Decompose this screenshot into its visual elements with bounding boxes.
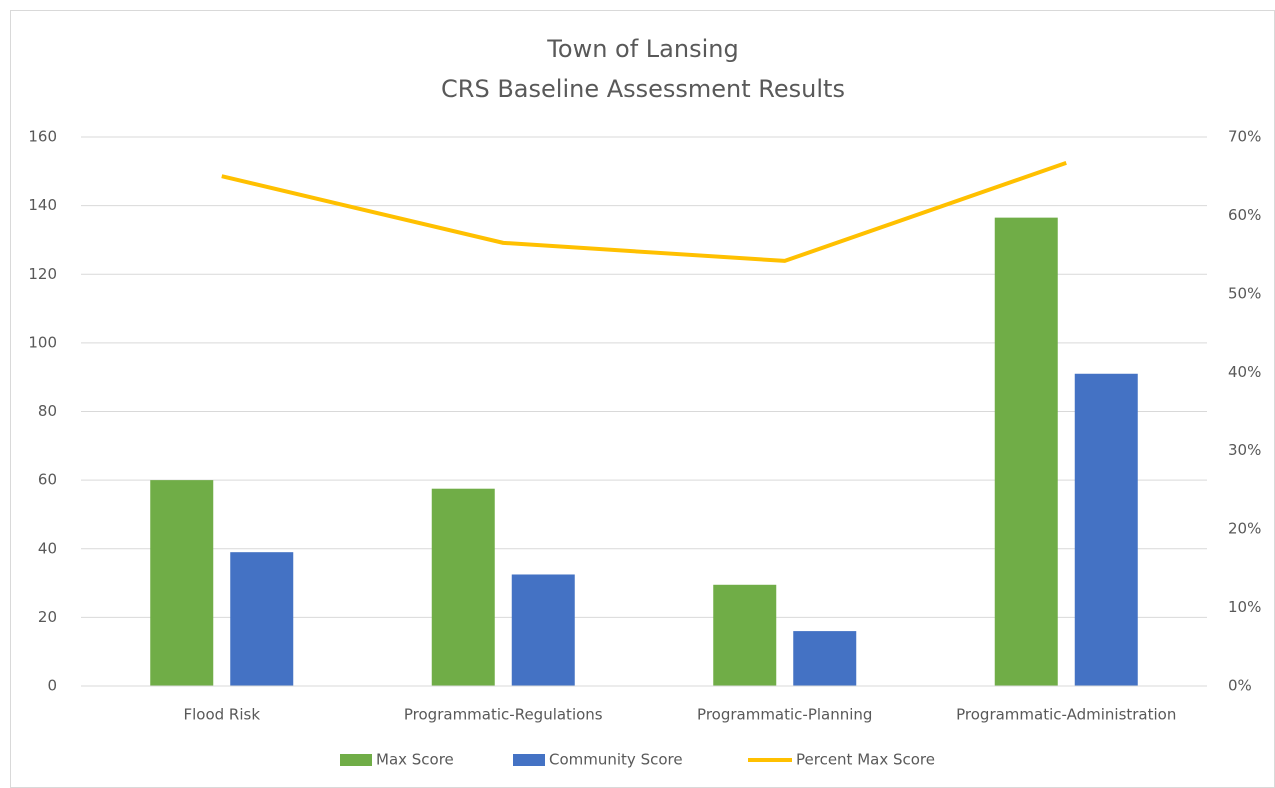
y-tick-label: 100 <box>28 333 57 351</box>
x-tick-label: Flood Risk <box>183 706 260 724</box>
bar <box>431 488 495 686</box>
x-tick-label: Programmatic-Regulations <box>404 706 603 724</box>
line-series <box>221 160 1067 263</box>
y2-tick-label: 20% <box>1228 520 1261 538</box>
legend-label: Max Score <box>376 751 454 769</box>
y2-tick-label: 10% <box>1228 598 1261 616</box>
y2-tick-label: 50% <box>1228 284 1261 302</box>
legend-swatch <box>340 754 372 766</box>
y2-tick-label: 40% <box>1228 363 1261 381</box>
legend-label: Percent Max Score <box>796 751 935 769</box>
y-tick-label: 0 <box>47 677 57 695</box>
bar <box>713 584 777 686</box>
y-tick-label: 140 <box>28 196 57 214</box>
legend-swatch <box>513 754 545 766</box>
y2-tick-label: 30% <box>1228 441 1261 459</box>
y2-tick-label: 60% <box>1228 206 1261 224</box>
y2-tick-label: 70% <box>1228 128 1261 146</box>
chart-title: Town of Lansing <box>546 35 738 63</box>
bar <box>994 217 1058 686</box>
y-tick-label: 20 <box>38 608 57 626</box>
bar <box>150 480 214 686</box>
chart-subtitle: CRS Baseline Assessment Results <box>441 75 845 103</box>
y-tick-label: 160 <box>28 128 57 146</box>
legend-label: Community Score <box>549 751 683 769</box>
y-tick-label: 120 <box>28 265 57 283</box>
x-tick-label: Programmatic-Administration <box>956 706 1176 724</box>
bar <box>1074 373 1138 686</box>
y-tick-label: 80 <box>38 402 57 420</box>
y-tick-label: 40 <box>38 539 57 557</box>
bar <box>511 574 575 686</box>
y-tick-label: 60 <box>38 471 57 489</box>
x-tick-label: Programmatic-Planning <box>697 706 872 724</box>
chart-frame <box>10 10 1275 788</box>
y2-tick-label: 0% <box>1228 677 1252 695</box>
bar <box>793 631 857 686</box>
bar <box>230 552 294 686</box>
